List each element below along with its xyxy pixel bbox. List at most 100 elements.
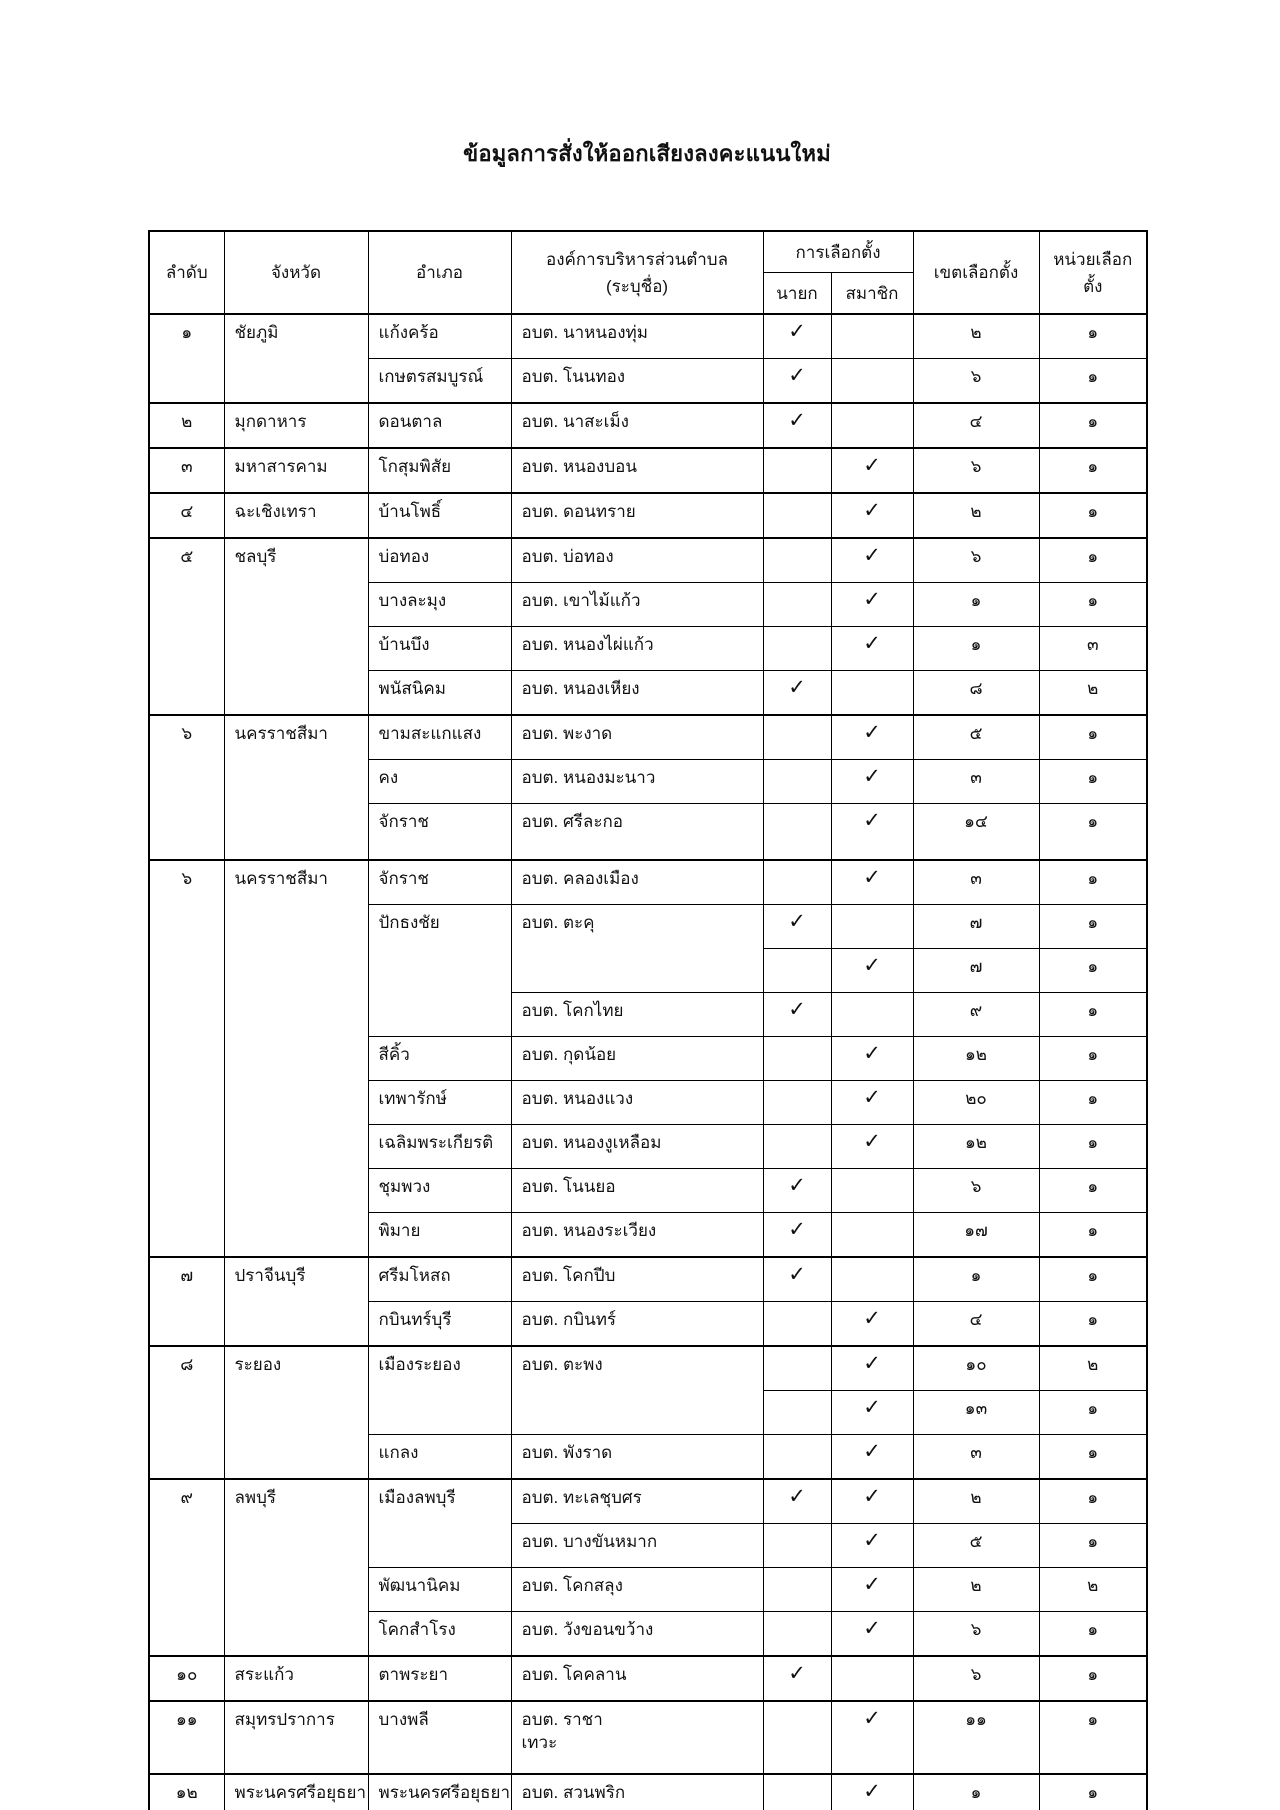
table-row: บางละมุง อบต. เขาไม้แก้ว ✓ ๑๑ (149, 582, 1148, 627)
checkmark-icon: ✓ (788, 998, 806, 1021)
cell-unit: ๑ (1038, 358, 1148, 404)
cell-amphoe: ชุมพวง (367, 1168, 512, 1213)
cell-district: ๒๐ (912, 1080, 1040, 1125)
col-header-member: สมาชิก (830, 272, 914, 315)
cell-unit: ๑ (1038, 402, 1148, 449)
cell-amphoe: ปักธงชัย (367, 904, 512, 1037)
cell-member-check (830, 904, 914, 949)
cell-district: ๒ (912, 492, 1040, 539)
cell-amphoe: โคกสำโรง (367, 1611, 512, 1657)
checkmark-icon: ✓ (788, 1218, 806, 1241)
cell-no: ๙ (148, 1478, 225, 1657)
cell-unit: ๒ (1038, 670, 1148, 716)
cell-sao: อบต. หนองเหียง (510, 670, 764, 716)
col-header-amphoe: อำเภอ (367, 230, 512, 315)
cell-no: ๕ (148, 537, 225, 716)
cell-no: ๒ (148, 402, 225, 449)
cell-member-check: ✓ (830, 1567, 914, 1612)
cell-mayor-check (762, 447, 832, 494)
table-row: ๙ลพบุรี เมืองลพบุรี อบต. ทะเลชุบศร ✓ ✓ ๒๑ (148, 1478, 1148, 1657)
col-header-province: จังหวัด (223, 230, 369, 315)
cell-amphoe: เทพารักษ์ (367, 1080, 512, 1125)
cell-member-check: ✓ (830, 714, 914, 760)
cell-mayor-check (762, 948, 832, 993)
cell-amphoe: สีคิ้ว (367, 1036, 512, 1081)
table-row: ๑๐ สระแก้ว ตาพระยา อบต. โคคลาน ✓ ๖๑ (148, 1655, 1148, 1702)
table-body: ๑ชัยภูมิ แก้งคร้อ อบต. นาหนองทุ่ม ✓ ๒๑เกษตรส… (148, 313, 1148, 1810)
cell-mayor-check (762, 803, 832, 861)
cell-amphoe: พระนครศรีอยุธยา (367, 1773, 512, 1810)
col-header-sao: องค์การบริหารส่วนตำบล (ระบุชื่อ) (510, 230, 764, 315)
checkmark-icon: ✓ (863, 632, 881, 655)
cell-amphoe: เฉลิมพระเกียรติ (367, 1124, 512, 1169)
cell-no: ๑ (148, 313, 225, 404)
table-row: แกลง อบต. พังราด ✓ ๓๑ (149, 1434, 1148, 1480)
table-row: อบต. โคกไทย ✓ ๙๑ (149, 992, 1148, 1037)
cell-member-check: ✓ (830, 1301, 914, 1347)
cell-sao: อบต. โคกไทย (510, 992, 764, 1037)
cell-amphoe: บ่อทอง (367, 537, 512, 583)
cell-mayor-check (762, 759, 832, 804)
checkmark-icon: ✓ (788, 1174, 806, 1197)
cell-province: ปราจีนบุรี (223, 1256, 369, 1347)
table-row: ๖นครราชสีมา ขามสะแกแสง อบต. พะงาด ✓ ๕๑ (148, 714, 1148, 861)
cell-member-check: ✓ (830, 492, 914, 539)
checkmark-icon: ✓ (788, 364, 806, 387)
cell-district: ๙ (912, 992, 1040, 1037)
cell-sao: อบต. พังราด (510, 1434, 764, 1480)
cell-amphoe: บ้านโพธิ์ (367, 492, 512, 539)
cell-sao: อบต. นาหนองทุ่ม (510, 313, 764, 359)
cell-sao: อบต. สวนพริก (510, 1773, 764, 1810)
cell-district: ๕ (912, 1523, 1040, 1568)
cell-unit: ๑ (1038, 992, 1148, 1037)
cell-amphoe: กบินทร์บุรี (367, 1301, 512, 1347)
checkmark-icon: ✓ (863, 721, 881, 744)
cell-member-check: ✓ (830, 803, 914, 861)
cell-sao: อบต. นาสะเม็ง (510, 402, 764, 449)
cell-amphoe: บางละมุง (367, 582, 512, 627)
cell-district: ๑๔ (912, 803, 1040, 861)
cell-district: ๓ (912, 859, 1040, 905)
col-header-sao-line1: องค์การบริหารส่วนตำบล (546, 249, 728, 269)
cell-mayor-check (762, 859, 832, 905)
table-row: สีคิ้ว อบต. กุดน้อย ✓ ๑๒๑ (149, 1036, 1148, 1081)
cell-district: ๖ (912, 358, 1040, 404)
cell-district: ๖ (912, 1655, 1040, 1702)
cell-mayor-check: ✓ (762, 1478, 832, 1524)
checkmark-icon: ✓ (863, 1352, 881, 1375)
checkmark-icon: ✓ (863, 1086, 881, 1109)
cell-sao: อบต. โนนทอง (510, 358, 764, 404)
cell-unit: ๑ (1038, 759, 1148, 804)
cell-province: นครราชสีมา (223, 714, 369, 861)
cell-district: ๗ (912, 904, 1040, 949)
checkmark-icon: ✓ (863, 1130, 881, 1153)
cell-province: ฉะเชิงเทรา (223, 492, 369, 539)
cell-province: ชลบุรี (223, 537, 369, 716)
cell-sao: อบต. หนองระเวียง (510, 1212, 764, 1258)
cell-member-check (830, 402, 914, 449)
cell-province: พระนครศรีอยุธยา (223, 1773, 369, 1810)
cell-unit: ๑ (1038, 1212, 1148, 1258)
cell-sao: อบต. ทะเลชุบศร (510, 1478, 764, 1524)
cell-member-check: ✓ (830, 1773, 914, 1810)
cell-sao: อบต. ตะคุ (510, 904, 764, 993)
cell-member-check: ✓ (830, 1080, 914, 1125)
cell-member-check: ✓ (830, 626, 914, 671)
cell-member-check: ✓ (830, 582, 914, 627)
cell-unit: ๑ (1038, 803, 1148, 861)
cell-district: ๓ (912, 759, 1040, 804)
cell-district: ๑ (912, 582, 1040, 627)
cell-member-check (830, 358, 914, 404)
checkmark-icon: ✓ (788, 320, 806, 343)
cell-no: ๖ (148, 714, 225, 861)
checkmark-icon: ✓ (863, 1307, 881, 1330)
table-row: ✓ ๑๓๑ (149, 1390, 1148, 1435)
cell-sao: อบต. พะงาด (510, 714, 764, 760)
cell-member-check: ✓ (830, 859, 914, 905)
checkmark-icon: ✓ (863, 588, 881, 611)
cell-district: ๕ (912, 714, 1040, 760)
cell-unit: ๑ (1038, 948, 1148, 993)
table-header: ลำดับ จังหวัด อำเภอ องค์การบริหารส่วนตำบ… (148, 230, 1148, 315)
cell-no: ๑๑ (148, 1700, 225, 1775)
cell-amphoe: แก้งคร้อ (367, 313, 512, 359)
